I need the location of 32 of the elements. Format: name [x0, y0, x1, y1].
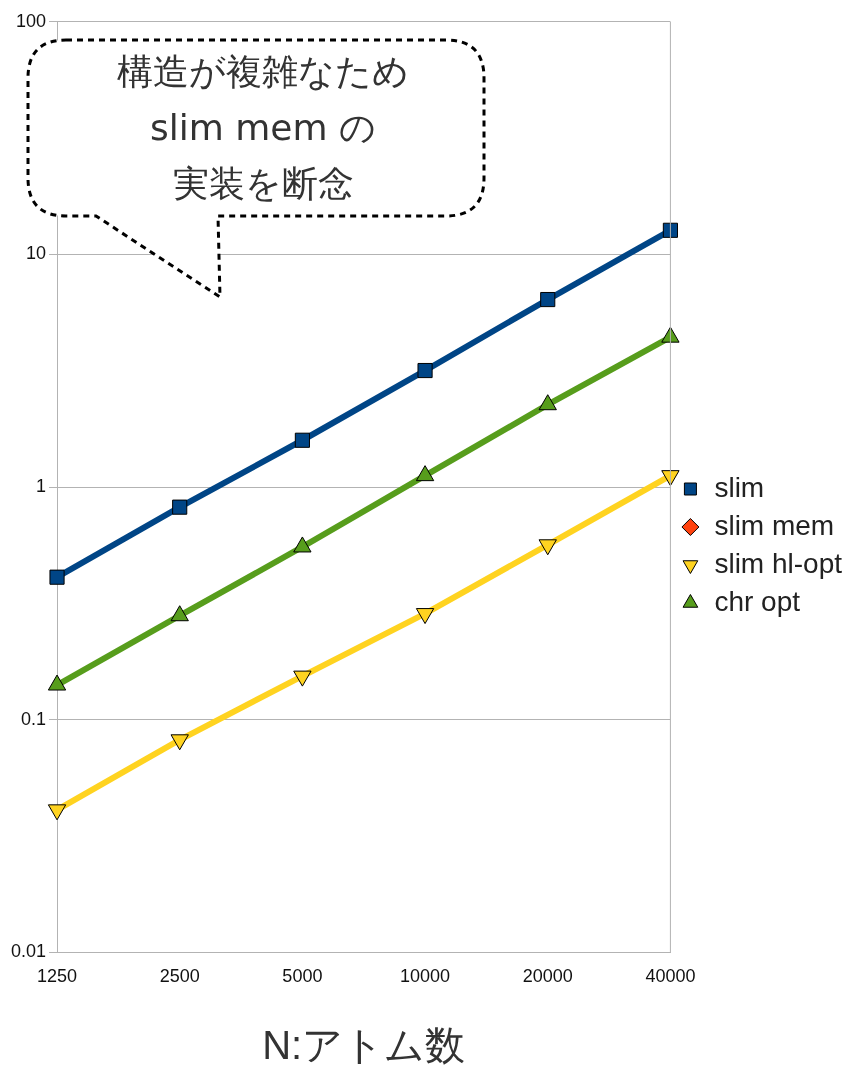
legend-label: slim hl-opt: [714, 547, 843, 579]
point: [170, 734, 189, 751]
x-tick-label: 20000: [522, 966, 573, 987]
y-tick-label: 1: [36, 476, 47, 497]
point: [538, 394, 557, 411]
point: [540, 291, 556, 308]
annotation: 構造が複雑なため: [116, 50, 410, 94]
point: [49, 569, 65, 585]
x-tick-label: 2500: [159, 966, 200, 987]
x-tick-label: 5000: [282, 966, 323, 987]
point: [662, 222, 678, 238]
y-tick-label: 10: [26, 243, 47, 264]
y-tick-label: 100: [15, 10, 47, 31]
x-tick-label: 1250: [37, 966, 78, 987]
point: [294, 432, 310, 448]
point: [415, 608, 435, 625]
point: [661, 326, 680, 343]
point: [538, 539, 557, 556]
point: [47, 804, 67, 821]
legend-label: slim: [714, 471, 765, 503]
point: [293, 670, 312, 687]
y-tick-label: 0.01: [10, 941, 47, 962]
x-tick-label: 40000: [645, 966, 696, 987]
point: [172, 499, 188, 515]
annotation: 実装を断念: [171, 162, 355, 206]
annotation: slim mem の: [149, 106, 377, 150]
legend-label: slim mem: [714, 509, 835, 541]
legend-label: chr opt: [714, 585, 801, 617]
x-axis-title: N:アトム数: [262, 1023, 466, 1068]
y-tick-label: 0.1: [21, 708, 47, 729]
x-tick-label: 10000: [400, 966, 451, 987]
point: [417, 362, 433, 379]
